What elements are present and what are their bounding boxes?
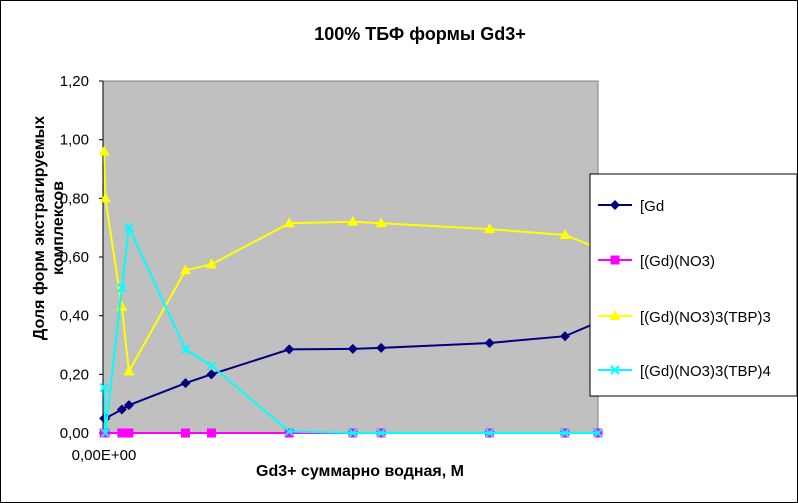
legend-marker [609, 310, 621, 320]
y-tick-label: 0,20 [60, 366, 89, 383]
data-point [124, 222, 134, 233]
legend [589, 173, 798, 397]
data-point [181, 428, 190, 438]
x-tick-label: 0,00E+00 [72, 447, 137, 464]
data-point [206, 369, 217, 380]
data-point [180, 264, 191, 275]
data-point [205, 258, 217, 269]
data-point [484, 428, 495, 438]
data-point [116, 404, 127, 415]
data-point [123, 365, 135, 376]
data-point [376, 342, 387, 353]
data-point [347, 215, 359, 226]
data-point [124, 428, 134, 438]
data-point [348, 428, 358, 438]
legend-item: [(Gd)(NO3)3(TBP)4 [598, 363, 771, 380]
series-3 [98, 145, 604, 376]
legend-item: [Gd [598, 198, 664, 215]
data-point [560, 428, 570, 438]
data-point [560, 331, 570, 342]
plot-area [102, 80, 599, 434]
legend-marker [610, 365, 620, 375]
legend-marker [610, 255, 620, 265]
y-tick-label: 0,40 [60, 308, 89, 325]
data-point [180, 344, 191, 355]
data-point [376, 428, 386, 438]
data-point [593, 428, 603, 438]
y-tick-label: 0,80 [60, 190, 89, 207]
data-point [484, 223, 496, 234]
chart-title: 100% ТБФ формы Gd3+ [314, 24, 526, 44]
legend-label: [(Gd)(NO3) [640, 253, 715, 270]
legend-label: [(Gd)(NO3)3(TBP)3 [640, 309, 771, 326]
data-point [206, 428, 216, 438]
series-group [98, 145, 604, 438]
data-point [99, 192, 111, 203]
data-point [375, 217, 387, 228]
y-axis-ticks: 0,00 0,20 0,40 0,60 0,80 1,00 1,20 [60, 73, 103, 442]
data-point [284, 428, 294, 438]
legend-label: [Gd [640, 198, 664, 215]
legend-item: [(Gd)(NO3)3(TBP)3 [598, 309, 771, 326]
legend-item: [(Gd)(NO3) [598, 253, 715, 270]
series-4 [99, 222, 603, 438]
y-tick-label: 0,00 [60, 425, 89, 442]
data-point [484, 337, 495, 348]
data-point [117, 428, 127, 438]
data-point [284, 344, 295, 355]
data-point [559, 229, 571, 239]
legend-items: [Gd [(Gd)(NO3) [(Gd)(NO3)3(TBP)3 [(Gd)(NO3)… [598, 198, 771, 380]
data-point [283, 217, 295, 228]
x-axis-label: Gd3+ суммарно водная, М [256, 463, 464, 480]
data-point [347, 343, 358, 354]
data-point [284, 426, 294, 437]
y-axis-label-line2: комплексов [50, 181, 67, 275]
series-line [103, 151, 599, 375]
y-tick-label: 0,60 [60, 249, 89, 266]
y-axis-label-line1: Доля форм экстрагируемых [31, 116, 48, 340]
data-point [98, 145, 110, 156]
data-point [206, 360, 217, 371]
y-tick-label: 1,20 [60, 73, 89, 90]
legend-label: [(Gd)(NO3)3(TBP)4 [640, 363, 771, 380]
data-point [117, 283, 127, 293]
data-point [180, 378, 191, 389]
legend-marker [610, 200, 620, 210]
data-point [99, 382, 109, 393]
series-line [103, 224, 598, 434]
data-point [123, 400, 134, 411]
y-tick-label: 1,00 [60, 132, 89, 149]
data-point [100, 428, 111, 438]
